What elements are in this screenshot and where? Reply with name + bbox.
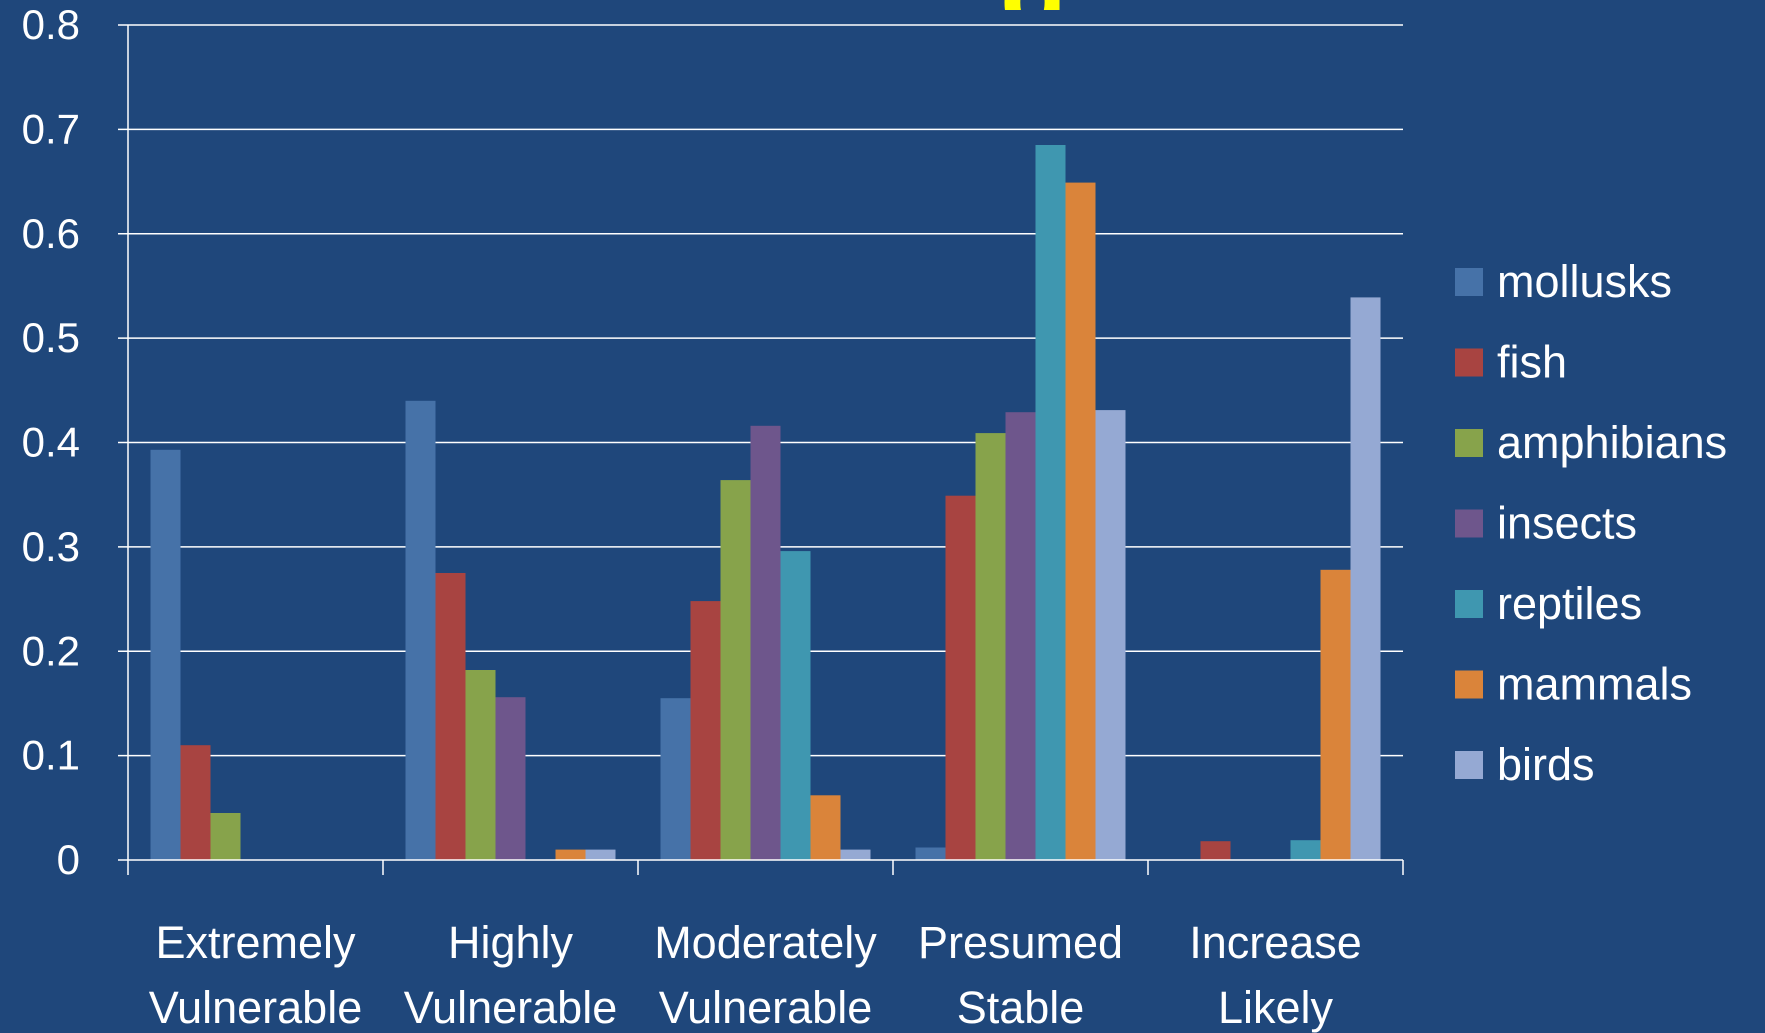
legend-label-insects: insects [1497,498,1637,549]
legend-label-reptiles: reptiles [1497,578,1642,629]
bar-insects-3 [750,425,781,860]
bar-fish-1 [180,745,211,860]
bar-reptiles-3 [780,551,811,860]
bar-mollusks-4 [915,847,946,860]
legend-swatch-insects [1455,509,1483,538]
chart-title-fragment: g [1000,0,1180,10]
bar-fish-4 [945,495,976,860]
legend-swatch-mollusks [1455,268,1483,296]
legend: mollusks fish amphibians insects reptiles mam… [1455,256,1727,790]
y-tick-label: 0.3 [22,523,80,570]
bar-fish-5 [1200,841,1231,860]
y-tick-label: 0.1 [22,732,80,779]
x-category-label: Extremely [155,917,356,968]
y-tick-label: 0.7 [22,105,80,152]
legend-swatch-amphibians [1455,429,1483,457]
y-tick-label: 0.5 [22,314,80,361]
y-tick-label: 0.4 [22,419,80,466]
legend-label-mollusks: mollusks [1497,256,1672,307]
legend-label-birds: birds [1497,739,1595,790]
x-category-labels: Extremely Vulnerable Highly Vulnerable Moder… [149,917,1362,1033]
legend-label-amphibians: amphibians [1497,417,1727,468]
gridlines [128,24,1403,757]
bar-reptiles-4 [1035,145,1066,860]
legend-label-fish: fish [1497,337,1567,388]
y-tick-label: 0.2 [22,627,80,674]
bar-amphibians-3 [720,480,751,860]
bar-birds-5 [1350,297,1381,860]
bar-reptiles-5 [1290,840,1321,860]
bar-birds-4 [1095,410,1126,860]
axes [118,24,1404,875]
bar-mammals-2 [555,849,586,860]
bar-amphibians-2 [465,670,496,860]
legend-swatch-birds [1455,751,1483,779]
x-category-label: Vulnerable [659,982,873,1033]
y-tick-labels: 0 0.1 0.2 0.3 0.4 0.5 0.6 0.7 0.8 [22,1,80,883]
bar-mammals-5 [1320,569,1351,860]
legend-swatch-mammals [1455,670,1483,699]
x-category-label: Presumed [918,917,1123,968]
x-category-label: Stable [957,982,1085,1033]
x-category-label: Moderately [654,917,877,968]
y-tick-label: 0 [57,836,80,883]
bar-insects-4 [1005,412,1036,860]
legend-swatch-reptiles [1455,590,1483,618]
x-category-label: Vulnerable [404,982,618,1033]
bar-mammals-4 [1065,182,1096,861]
bars [150,145,1381,861]
y-tick-label: 0.6 [22,210,80,257]
bar-mollusks-3 [660,698,691,860]
bar-insects-2 [495,697,526,860]
bar-birds-3 [840,849,871,860]
bar-mollusks-1 [150,449,181,860]
bar-fish-2 [435,573,466,860]
x-category-label: Increase [1189,917,1362,968]
x-category-label: Vulnerable [149,982,363,1033]
legend-label-mammals: mammals [1497,659,1692,710]
x-category-label: Highly [448,917,574,968]
bar-birds-2 [585,849,616,860]
bar-mammals-3 [810,795,841,860]
legend-swatch-fish [1455,348,1483,377]
y-tick-label: 0.8 [22,1,80,48]
bar-fish-3 [690,601,721,860]
x-category-label: Likely [1218,982,1334,1033]
bar-amphibians-1 [210,813,241,860]
bar-mollusks-2 [405,400,436,860]
bar-amphibians-4 [975,433,1006,860]
